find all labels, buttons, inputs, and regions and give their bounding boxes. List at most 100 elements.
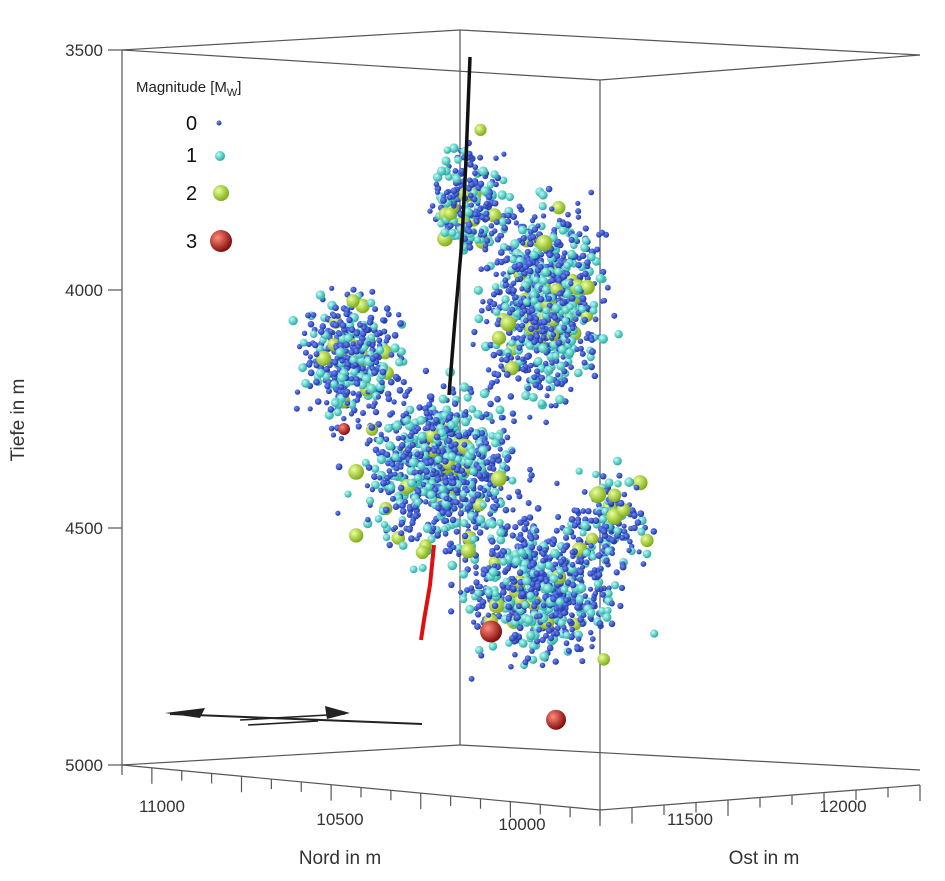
- event-point-m1: [637, 527, 646, 536]
- event-point-m0: [361, 325, 367, 331]
- event-point-m0: [466, 221, 473, 229]
- event-point-m0: [392, 373, 400, 381]
- event-point-m0: [386, 468, 393, 474]
- event-point-m1: [529, 250, 539, 259]
- event-point-m0: [412, 512, 420, 520]
- event-point-m0: [502, 277, 509, 284]
- event-point-m0: [330, 432, 337, 438]
- event-point-m1: [555, 394, 565, 405]
- event-point-m1: [368, 333, 376, 341]
- event-point-m1: [484, 588, 493, 597]
- event-point-m0: [509, 635, 516, 642]
- event-point-m0: [464, 488, 470, 494]
- event-point-m0: [576, 231, 583, 238]
- event-point-m1: [563, 261, 571, 270]
- event-point-m0: [386, 541, 393, 549]
- event-point-m0: [563, 597, 570, 604]
- event-point-m0: [537, 296, 545, 303]
- event-point-m0: [542, 547, 548, 553]
- event-point-m1: [491, 589, 500, 598]
- event-point-m0: [343, 311, 350, 318]
- event-point-m0: [505, 288, 512, 294]
- event-point-m0: [531, 214, 538, 220]
- event-point-m0: [301, 330, 308, 336]
- event-point-m0: [416, 404, 423, 411]
- event-point-m1: [555, 597, 564, 606]
- event-point-m0: [546, 621, 552, 628]
- event-point-m0: [468, 192, 474, 199]
- event-point-m0: [509, 410, 517, 417]
- event-point-m0: [606, 585, 612, 591]
- event-point-m0: [450, 464, 457, 470]
- event-point-m1: [604, 589, 613, 598]
- event-point-m0: [505, 584, 512, 591]
- event-point-m0: [365, 464, 373, 471]
- event-point-m0: [525, 500, 532, 506]
- event-point-m0: [506, 494, 512, 501]
- event-point-m0: [512, 651, 518, 658]
- event-point-m1: [440, 228, 450, 238]
- event-point-m0: [505, 594, 512, 602]
- event-point-m0: [592, 590, 599, 597]
- event-point-m1: [438, 394, 448, 404]
- event-point-m0: [353, 348, 360, 355]
- depth-tick-label-3500: 3500: [65, 41, 103, 60]
- event-point-m1: [505, 192, 514, 202]
- event-point-m1: [598, 606, 606, 615]
- event-point-m0: [555, 514, 562, 520]
- north-axis: 11000 10500 10000 Nord in m: [121, 765, 601, 869]
- event-point-m0: [294, 389, 301, 395]
- event-point-m0: [592, 316, 599, 323]
- event-point-m0: [458, 589, 464, 595]
- event-point-m2: [536, 234, 553, 252]
- event-point-m0: [516, 203, 523, 210]
- event-point-m1: [499, 557, 508, 566]
- event-point-m0: [526, 267, 534, 275]
- event-point-m0: [314, 398, 322, 405]
- event-point-m0: [505, 603, 512, 610]
- event-point-m0: [324, 383, 331, 390]
- event-point-m0: [524, 248, 531, 256]
- event-point-m2: [490, 470, 507, 487]
- event-point-m1: [558, 345, 567, 354]
- event-point-m0: [524, 655, 532, 662]
- event-point-m0: [504, 456, 511, 463]
- event-point-m0: [307, 354, 313, 360]
- event-point-m0: [591, 567, 598, 573]
- event-point-m0: [565, 211, 571, 218]
- event-point-m0: [385, 395, 393, 403]
- event-point-m0: [445, 510, 453, 518]
- event-point-m0: [539, 636, 546, 644]
- event-point-m0: [537, 263, 544, 270]
- event-point-m1: [490, 170, 499, 179]
- event-point-m1: [419, 487, 428, 497]
- event-point-m1: [488, 567, 498, 577]
- event-point-m0: [502, 281, 510, 289]
- event-point-m0: [538, 569, 546, 576]
- event-point-m1: [592, 470, 600, 479]
- event-point-m1: [309, 330, 318, 339]
- event-point-m0: [367, 320, 373, 326]
- event-point-m0: [487, 341, 495, 349]
- event-point-m0: [355, 423, 362, 430]
- event-point-m1: [517, 548, 526, 557]
- event-point-m2: [443, 207, 457, 221]
- event-point-m0: [498, 258, 505, 266]
- event-point-m1: [315, 290, 326, 300]
- event-point-m0: [529, 307, 536, 314]
- event-point-m0: [583, 335, 590, 341]
- event-point-m0: [348, 349, 355, 356]
- event-point-m0: [401, 400, 407, 406]
- event-point-m1: [448, 228, 457, 237]
- event-point-m0: [478, 307, 485, 314]
- event-point-m0: [534, 333, 540, 340]
- event-point-m0: [306, 341, 312, 348]
- event-point-m1: [552, 352, 560, 360]
- event-point-m0: [511, 418, 517, 425]
- event-point-m0: [385, 311, 392, 318]
- event-point-m1: [416, 415, 426, 425]
- event-point-m1: [414, 474, 422, 482]
- event-point-m0: [335, 463, 343, 471]
- event-point-m0: [575, 208, 582, 215]
- event-point-m0: [573, 507, 581, 514]
